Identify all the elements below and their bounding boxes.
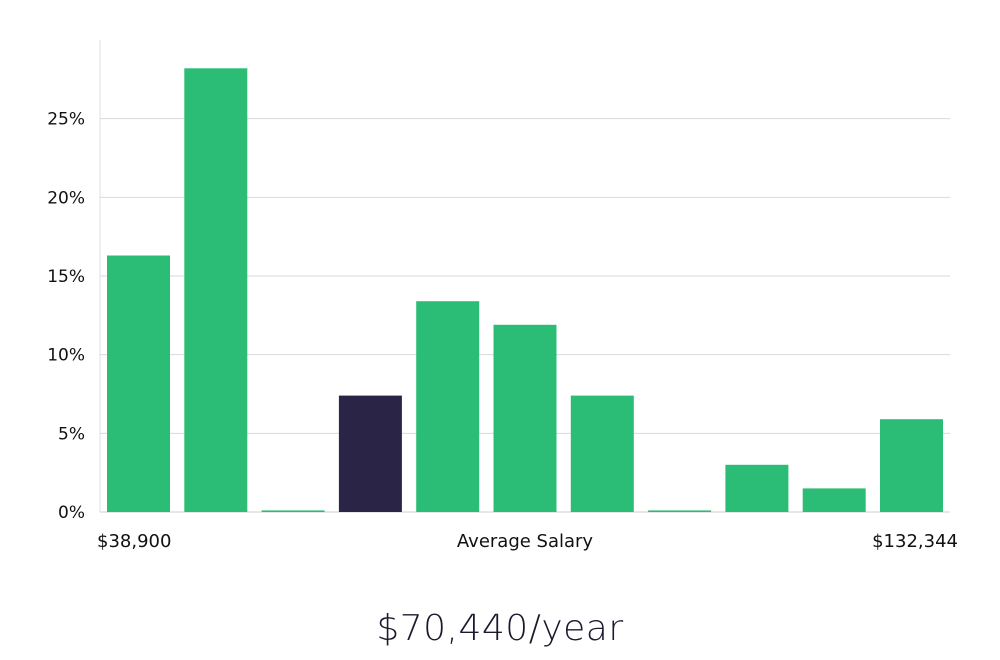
y-tick-label: 20%: [47, 188, 85, 208]
bar: [493, 324, 557, 512]
bar: [184, 68, 248, 513]
bar: [725, 464, 789, 512]
bar: [261, 510, 325, 512]
y-tick-label: 15%: [47, 267, 85, 287]
x-min-label: $38,900: [97, 531, 171, 552]
bar: [570, 395, 634, 512]
x-axis-title: Average Salary: [457, 531, 594, 552]
bar: [416, 301, 480, 512]
y-tick-labels: 0% 5% 10% 15% 20% 25%: [47, 110, 85, 523]
bars: [107, 68, 943, 513]
bar: [802, 488, 866, 512]
bar: [107, 255, 170, 512]
average-salary-headline: $70,440/year: [376, 608, 624, 649]
salary-histogram: 0%5%10%15%20%25% $38,900 Average Salary …: [47, 40, 958, 552]
bar-highlighted: [338, 395, 402, 512]
y-tick-label: 10%: [47, 346, 85, 366]
bar: [880, 419, 943, 512]
bar: [648, 510, 712, 512]
y-tick-label: 25%: [47, 110, 85, 130]
y-tick-label: 0%: [58, 503, 85, 523]
x-max-label: $132,344: [872, 531, 958, 552]
y-tick-label: 5%: [58, 424, 85, 444]
